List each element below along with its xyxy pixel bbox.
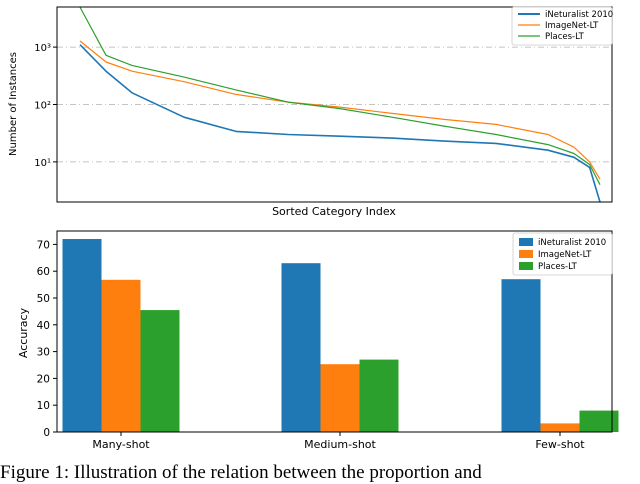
distribution-y-tick-label: 10³: [34, 43, 51, 54]
distribution-line-inat: [79, 44, 601, 203]
accuracy-chart: 0 10 20 30 40 50 60 70 Many-shot Medium-shot Few-…: [17, 230, 619, 451]
accuracy-x-tick-label: Medium-shot: [304, 438, 376, 451]
accuracy-y-tick-label: 0: [43, 427, 50, 439]
distribution-series-lines: [79, 6, 601, 203]
bar-inat-few-shot: [501, 279, 541, 432]
accuracy-y-tick-label: 30: [37, 347, 50, 359]
accuracy-x-axis: Many-shot Medium-shot Few-shot: [92, 432, 585, 451]
distribution-legend-label-inat: iNeturalist 2010: [545, 10, 613, 20]
accuracy-legend-label-places: Places-LT: [538, 262, 578, 272]
distribution-y-axis: 10¹ 10² 10³: [34, 43, 57, 169]
accuracy-legend-box: [512, 232, 613, 276]
bar-places-few-shot: [579, 410, 619, 432]
bar-imagenet-many-shot: [101, 279, 141, 432]
distribution-legend: iNeturalist 2010 ImageNet-LT Places-LT: [511, 6, 613, 46]
accuracy-plot-frame: [56, 230, 613, 433]
distribution-y-tick-label: 10¹: [34, 158, 51, 169]
distribution-line-imagenet: [79, 40, 601, 180]
bar-inat-many-shot: [62, 239, 102, 432]
bar-places-medium-shot: [359, 359, 399, 432]
accuracy-y-axis-label: Accuracy: [17, 307, 30, 358]
accuracy-legend-swatch-inat: [519, 238, 533, 246]
bar-places-many-shot: [140, 310, 180, 432]
accuracy-y-tick-label: 60: [37, 266, 50, 278]
bar-imagenet-medium-shot: [320, 364, 360, 432]
accuracy-y-tick-label: 50: [37, 293, 50, 305]
distribution-chart: 10¹ 10² 10³ Sorted Category Index Number o…: [8, 6, 613, 218]
bar-inat-medium-shot: [281, 263, 321, 432]
bar-imagenet-few-shot: [540, 423, 580, 432]
accuracy-y-axis: 0 10 20 30 40 50 60 70: [37, 239, 57, 439]
accuracy-y-tick-label: 20: [37, 373, 50, 385]
distribution-y-axis-label: Number of Instances: [8, 52, 19, 156]
accuracy-legend: iNeturalist 2010 ImageNet-LT Places-LT: [512, 232, 613, 276]
accuracy-y-tick-label: 10: [37, 400, 50, 412]
distribution-y-tick-label: 10²: [34, 101, 51, 112]
accuracy-legend-swatch-places: [519, 262, 533, 270]
accuracy-y-tick-label: 70: [37, 239, 50, 251]
accuracy-x-tick-label: Many-shot: [92, 438, 150, 451]
distribution-legend-label-imagenet: ImageNet-LT: [545, 21, 599, 31]
distribution-line-places: [79, 6, 601, 185]
accuracy-legend-label-imagenet: ImageNet-LT: [538, 250, 592, 260]
accuracy-x-tick-label: Few-shot: [535, 438, 585, 451]
distribution-x-axis-label: Sorted Category Index: [272, 205, 396, 218]
figure: 10¹ 10² 10³ Sorted Category Index Number o…: [8, 6, 619, 451]
figure-caption: Figure 1: Illustration of the relation b…: [0, 462, 482, 483]
accuracy-legend-swatch-imagenet: [519, 250, 533, 258]
distribution-gridlines: [57, 46, 612, 163]
distribution-legend-label-places: Places-LT: [545, 32, 585, 42]
accuracy-legend-label-inat: iNeturalist 2010: [538, 238, 606, 248]
accuracy-bars: [62, 239, 619, 432]
accuracy-y-tick-label: 40: [37, 320, 50, 332]
